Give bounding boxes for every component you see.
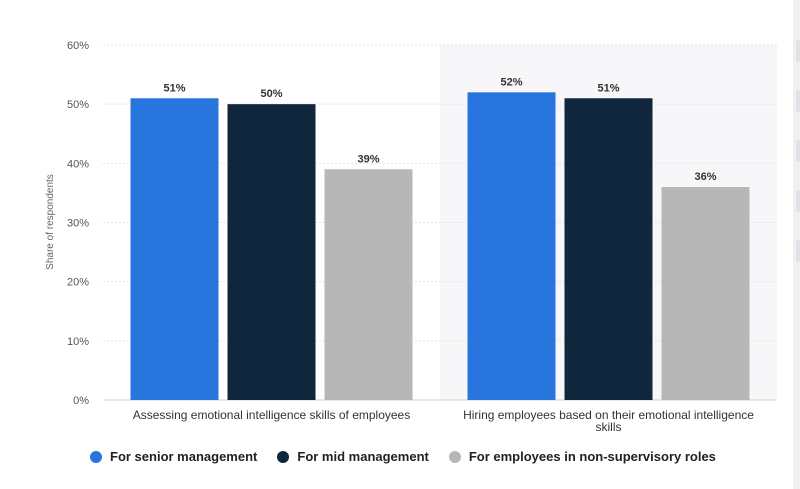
y-tick-label: 20% <box>67 277 89 289</box>
bar <box>324 169 413 400</box>
bar <box>467 92 556 400</box>
bar <box>661 187 750 400</box>
x-category-label: skills <box>596 420 622 434</box>
toolbar-tab[interactable] <box>796 140 800 162</box>
legend-label-mid: For mid management <box>297 449 429 464</box>
data-label: 36% <box>694 171 716 183</box>
x-category-label: Assessing emotional intelligence skills … <box>133 408 410 422</box>
data-label: 39% <box>357 153 379 165</box>
legend-item-non-supervisory[interactable]: For employees in non-supervisory roles <box>448 449 716 464</box>
data-label: 51% <box>597 82 619 94</box>
y-tick-label: 60% <box>67 40 89 52</box>
x-category-label: Hiring employees based on their emotiona… <box>463 408 754 422</box>
legend-marker-mid <box>277 450 290 463</box>
bar <box>227 104 316 401</box>
legend-label-senior: For senior management <box>110 449 258 464</box>
toolbar-tab[interactable] <box>796 90 800 112</box>
toolbar-tab[interactable] <box>796 40 800 62</box>
y-tick-label: 30% <box>67 218 89 230</box>
legend-marker-non-supervisory <box>448 450 461 463</box>
data-label: 52% <box>500 76 522 88</box>
toolbar-tab[interactable] <box>796 240 800 262</box>
data-label: 50% <box>260 88 282 100</box>
y-tick-label: 50% <box>67 99 89 111</box>
legend-label-non-supervisory: For employees in non-supervisory roles <box>468 449 716 464</box>
y-tick-label: 10% <box>67 336 89 348</box>
legend-item-mid[interactable]: For mid management <box>277 449 429 464</box>
legend-item-senior[interactable]: For senior management <box>90 449 257 464</box>
y-tick-label: 40% <box>67 158 89 170</box>
y-axis-title: Share of respondents <box>45 174 56 270</box>
y-tick-label: 0% <box>73 395 89 407</box>
bar <box>130 98 219 400</box>
data-label: 51% <box>163 82 185 94</box>
legend: For senior management For mid management… <box>90 449 736 464</box>
bar <box>564 98 653 400</box>
toolbar-tab[interactable] <box>796 190 800 212</box>
legend-marker-senior <box>90 450 102 463</box>
